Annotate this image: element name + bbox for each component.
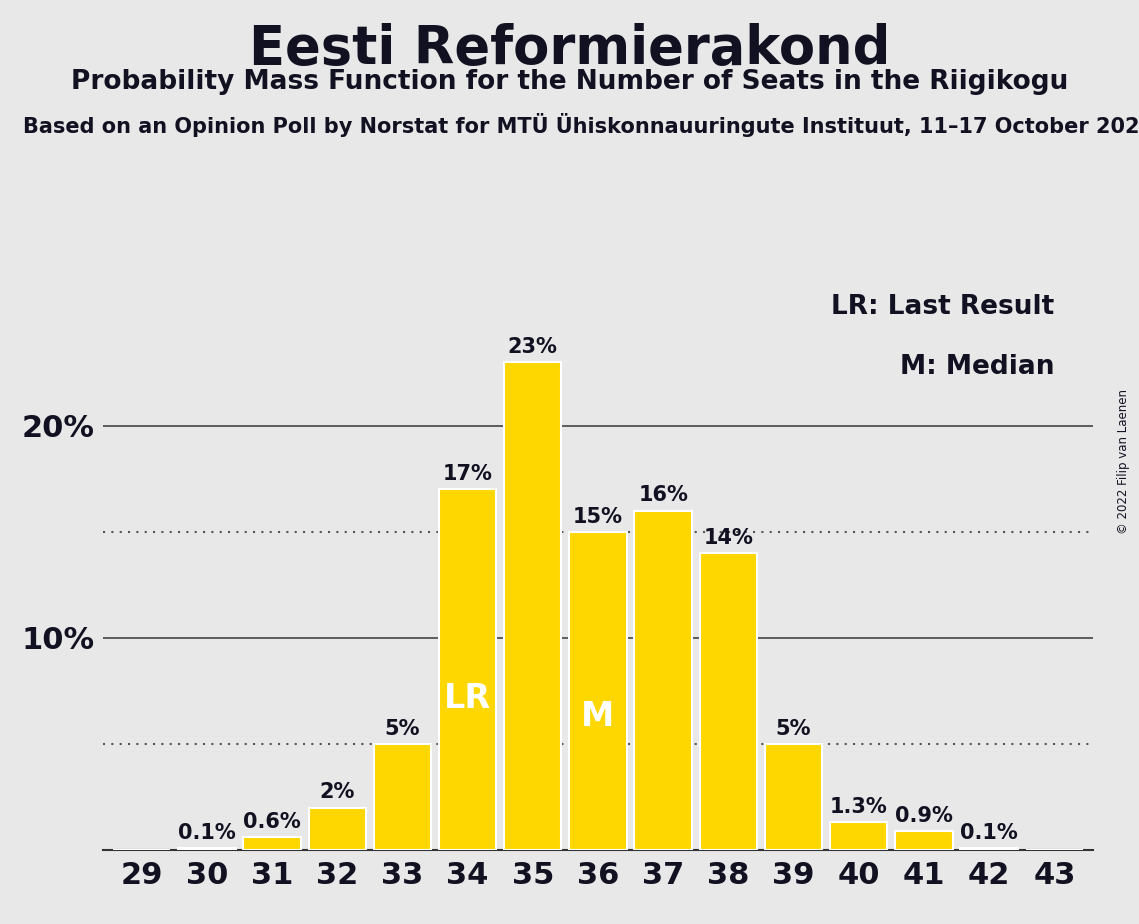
Text: 16%: 16%: [638, 485, 688, 505]
Text: 15%: 15%: [573, 506, 623, 527]
Text: Eesti Reformierakond: Eesti Reformierakond: [248, 23, 891, 75]
Bar: [830, 822, 887, 850]
Text: 23%: 23%: [508, 336, 558, 357]
Text: 14%: 14%: [704, 528, 753, 548]
Bar: [505, 362, 562, 850]
Text: Probability Mass Function for the Number of Seats in the Riigikogu: Probability Mass Function for the Number…: [71, 69, 1068, 95]
Bar: [634, 511, 691, 850]
Text: M: Median: M: Median: [900, 354, 1055, 380]
Bar: [765, 744, 822, 850]
Bar: [699, 553, 757, 850]
Bar: [570, 532, 626, 850]
Text: M: M: [581, 699, 615, 733]
Text: 0.9%: 0.9%: [895, 806, 953, 826]
Bar: [309, 808, 366, 850]
Text: 17%: 17%: [443, 464, 492, 484]
Text: Based on an Opinion Poll by Norstat for MTÜ Ühiskonnauuringute Instituut, 11–17 : Based on an Opinion Poll by Norstat for …: [23, 113, 1139, 137]
Text: 0.6%: 0.6%: [243, 812, 301, 832]
Bar: [244, 837, 301, 850]
Bar: [960, 848, 1018, 850]
Text: 0.1%: 0.1%: [960, 822, 1018, 843]
Bar: [439, 490, 497, 850]
Bar: [178, 848, 236, 850]
Bar: [895, 831, 952, 850]
Text: © 2022 Filip van Laenen: © 2022 Filip van Laenen: [1117, 390, 1130, 534]
Text: 5%: 5%: [776, 719, 811, 738]
Text: LR: Last Result: LR: Last Result: [831, 294, 1055, 321]
Text: 1.3%: 1.3%: [830, 797, 887, 817]
Text: 5%: 5%: [385, 719, 420, 738]
Text: LR: LR: [444, 682, 491, 715]
Bar: [374, 744, 431, 850]
Text: 0.1%: 0.1%: [178, 822, 236, 843]
Text: 2%: 2%: [320, 783, 355, 802]
